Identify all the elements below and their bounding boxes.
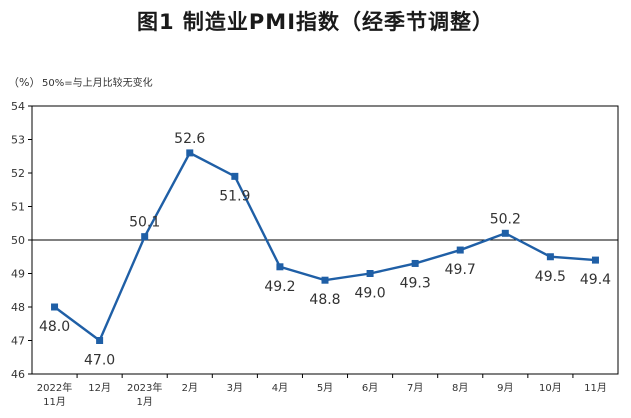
x-tick-label: 11月	[584, 382, 607, 394]
pmi-series-line	[53, 151, 596, 343]
data-value-label: 49.5	[535, 269, 566, 285]
data-point-marker	[591, 256, 599, 264]
data-value-label: 48.8	[309, 292, 340, 308]
x-tick-label: 12月	[88, 382, 111, 394]
chart-title: 图1 制造业PMI指数（经季节调整）	[136, 10, 495, 34]
data-value-label: 52.6	[174, 131, 205, 147]
data-point-marker	[501, 229, 509, 237]
y-unit-label: （%）	[8, 76, 40, 89]
data-point-marker	[96, 337, 104, 344]
data-point-marker	[276, 263, 284, 271]
data-point-marker	[141, 233, 149, 241]
y-tick-label: 48	[11, 301, 25, 314]
chart-note: 50%=与上月比较无变化	[42, 76, 153, 89]
x-tick-label: 2022年 11月	[37, 381, 72, 408]
x-tick-label: 10月	[539, 382, 562, 394]
data-point-marker	[186, 149, 194, 157]
data-point-marker	[51, 303, 59, 311]
data-point-marker	[231, 172, 239, 180]
data-point-marker	[366, 270, 374, 277]
data-value-label: 49.4	[580, 272, 611, 288]
data-value-label: 50.1	[129, 215, 160, 231]
x-tick-label: 3月	[227, 382, 243, 394]
x-tick-label: 9月	[497, 382, 513, 394]
data-value-label: 47.0	[84, 353, 115, 369]
x-tick-label: 8月	[452, 382, 468, 394]
data-value-label: 48.0	[39, 319, 70, 335]
data-value-label: 49.2	[264, 279, 295, 295]
y-tick-label: 51	[11, 201, 25, 214]
data-value-label: 49.0	[354, 286, 385, 302]
x-tick-label: 6月	[362, 382, 378, 394]
x-tick-label: 2023年 1月	[127, 381, 162, 408]
y-axis: 46 47 48 49 50 51 52 53 54	[11, 100, 32, 381]
x-tick-label: 5月	[317, 382, 333, 394]
y-tick-label: 50	[11, 234, 25, 247]
y-tick-label: 49	[11, 268, 25, 281]
data-value-label: 51.9	[219, 188, 250, 204]
data-labels: 48.0 47.0 50.1 52.6 51.9 49.2 48.8 49.0 49.3 49.7…	[39, 131, 611, 369]
data-point-marker	[456, 246, 464, 254]
data-markers	[51, 149, 599, 344]
data-value-label: 49.7	[445, 262, 476, 278]
data-point-marker	[411, 259, 419, 267]
x-tick-label: 4月	[272, 382, 288, 394]
y-tick-label: 53	[11, 134, 25, 147]
y-tick-label: 47	[11, 335, 25, 348]
x-tick-label: 7月	[407, 382, 423, 394]
y-tick-label: 52	[11, 167, 25, 180]
y-tick-label: 46	[11, 368, 25, 381]
data-value-label: 50.2	[490, 211, 521, 227]
data-point-marker	[321, 276, 329, 284]
y-tick-label: 54	[11, 100, 25, 113]
x-tick-label: 2月	[182, 382, 198, 394]
data-point-marker	[546, 253, 554, 261]
x-axis: 2022年 11月 12月 2023年 1月 2月 3月 4月 5月 6月 7月 8月 9月 10月 11月	[37, 374, 607, 408]
data-value-label: 49.3	[400, 275, 431, 291]
